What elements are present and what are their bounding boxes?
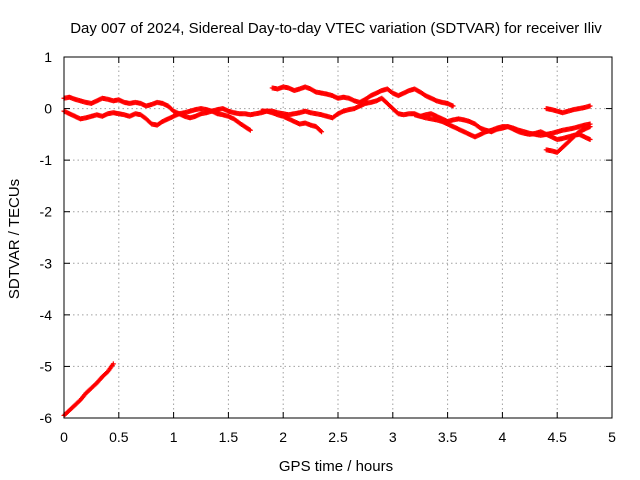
series-track-c	[269, 84, 456, 109]
x-tick-label: 1.5	[219, 429, 239, 445]
x-tick-label: 2.5	[328, 429, 348, 445]
y-tick-label: -1	[40, 152, 53, 168]
y-tick-label: -5	[40, 358, 53, 374]
y-tick-label: 0	[44, 101, 52, 117]
x-tick-label: 5	[608, 429, 616, 445]
x-tick-label: 3.5	[438, 429, 458, 445]
data-point	[247, 127, 253, 133]
x-axis-title: GPS time / hours	[279, 458, 393, 475]
y-tick-label: 1	[44, 49, 52, 65]
series-track-g	[543, 124, 593, 155]
data-point	[587, 103, 593, 109]
plot-frame	[63, 56, 613, 419]
x-tick-label: 4.5	[547, 429, 567, 445]
y-tick-label: -3	[40, 255, 53, 271]
series-track-b	[61, 106, 325, 135]
y-axis-title: SDTVAR / TECUs	[6, 179, 23, 299]
data-series	[61, 84, 593, 418]
axes: 0 0.5 1 1.5 2 2.5 3 3.5 4 4.5 5 -6 -5 -4 -3 -2 -1 0 1	[40, 49, 617, 445]
x-tick-label: 1	[170, 429, 178, 445]
grid	[64, 57, 612, 418]
y-tick-label: -4	[40, 307, 53, 323]
data-point	[319, 129, 325, 135]
x-tick-label: 3	[389, 429, 397, 445]
x-tick-label: 2	[279, 429, 287, 445]
x-tick-label: 4	[499, 429, 507, 445]
data-point	[587, 124, 593, 130]
y-tick-label: -2	[40, 204, 53, 220]
series-track-f	[543, 103, 593, 116]
data-point	[450, 103, 456, 109]
x-tick-label: 0	[60, 429, 68, 445]
data-point	[587, 137, 593, 143]
y-tick-label: -6	[40, 410, 53, 426]
chart-title: Day 007 of 2024, Sidereal Day-to-day VTE…	[70, 20, 602, 37]
series-track-h	[61, 361, 116, 418]
data-point	[110, 361, 116, 367]
x-tick-label: 0.5	[109, 429, 129, 445]
